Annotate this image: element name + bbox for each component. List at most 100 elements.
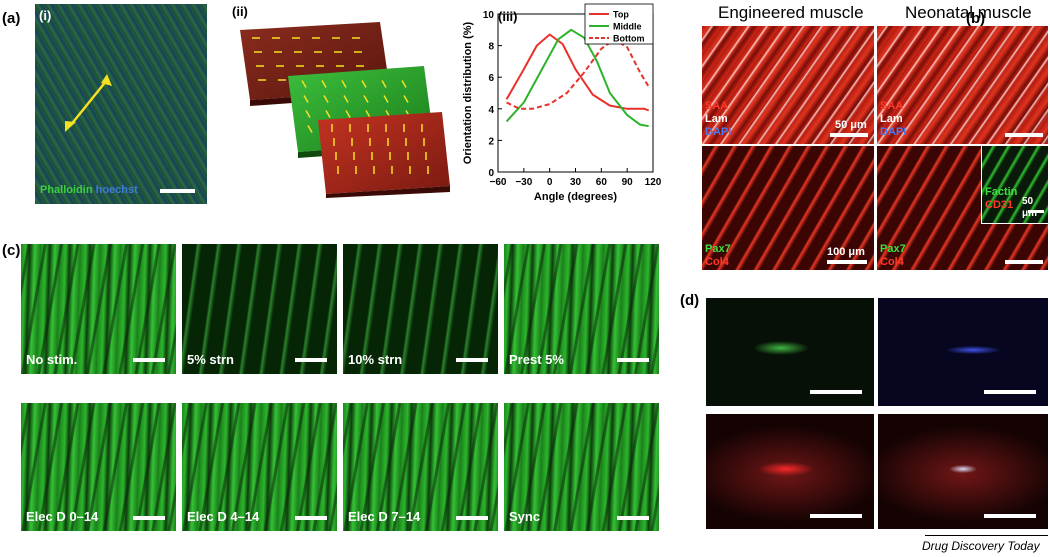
x-tick-label: 90 [622, 177, 634, 188]
label-saa: SAA [880, 100, 904, 112]
legend-entry: Bottom [613, 34, 645, 44]
orientation-dash [383, 95, 389, 103]
condition-label: Prest 5% [509, 352, 564, 367]
x-axis-label: Angle (degrees) [534, 191, 617, 203]
phalloidin-label: Phalloidin [40, 184, 93, 196]
label-pax7: Pax7 [705, 243, 731, 255]
scale-bar [295, 516, 327, 520]
orientation-dash [307, 125, 313, 133]
panel-label-c: (c) [2, 242, 21, 259]
subpanel-label-i: (i) [39, 8, 52, 23]
header-engineered: Engineered muscle [718, 3, 864, 22]
engineered-saa-micrograph: SAA Lam DAPI 50 μm [702, 26, 874, 144]
micrograph-elec-d4-14: Elec D 4–14 [182, 403, 337, 531]
legend-box [584, 3, 654, 45]
orientation-dash [323, 95, 329, 103]
orientation-dash [341, 80, 347, 88]
subpanel-label-ii: (ii) [232, 4, 248, 19]
label-saa: SAA [705, 100, 729, 112]
scale-bar [160, 189, 195, 193]
condition-label: Sync [509, 509, 541, 524]
y-tick-label: 10 [483, 10, 495, 21]
orientation-dash [365, 110, 371, 118]
footer-rule [925, 535, 1048, 536]
orientation-dash [361, 80, 367, 88]
micrograph-elec-d0-14: Elec D 0–14 [21, 403, 176, 531]
scale-bar [456, 358, 488, 362]
orientation-dash [325, 110, 331, 118]
x-tick-label: 30 [570, 177, 582, 188]
scale-bar [617, 516, 649, 520]
subpanel-label-iii: (iii) [498, 9, 518, 24]
orientation-chart: (iii) −60 −30 0 30 60 90 120 0 2 4 6 8 10 Angle (degr… [462, 3, 662, 203]
label-col4: Col4 [705, 256, 729, 268]
panel-label-a: (a) [2, 10, 21, 27]
scale-bar [295, 358, 327, 362]
y-tick-label: 0 [488, 168, 494, 179]
condition-label: 10% strn [348, 352, 403, 367]
micrograph-blue-signal [878, 298, 1048, 406]
micrograph-10pct-strain: 10% strn [343, 244, 498, 374]
x-tick-label: −30 [515, 177, 532, 188]
factin-inset: Factin CD31 50 μm [981, 146, 1048, 224]
condition-label: Elec D 0–14 [26, 509, 99, 524]
condition-label: Elec D 7–14 [348, 509, 421, 524]
scale-bar [1028, 210, 1044, 213]
legend-entry: Middle [613, 22, 642, 32]
scale-bar [133, 358, 165, 362]
panel-label-b: (b) [966, 10, 986, 27]
micrograph-no-stim: No stim. [21, 244, 176, 374]
x-tick-label: −60 [490, 177, 507, 188]
x-tick-label: 120 [645, 177, 662, 188]
orientation-dash [345, 110, 351, 118]
scale-bar [456, 516, 488, 520]
scale-bar [810, 390, 862, 394]
micrograph-sync: Sync [504, 403, 659, 531]
orientation-dash [381, 80, 387, 88]
scale-bar [1005, 260, 1043, 264]
scale-label-bottom: 100 μm [827, 246, 865, 258]
label-col4: Col4 [880, 256, 904, 268]
orientation-dash [301, 80, 307, 88]
bottom-layer [318, 112, 450, 198]
x-tick-label: 0 [547, 177, 553, 188]
micrograph-elec-d7-14: Elec D 7–14 [343, 403, 498, 531]
y-tick-label: 8 [488, 42, 494, 53]
alignment-arrow [65, 74, 112, 132]
neonatal-saa-micrograph: SAA Lam DAPI [877, 26, 1048, 144]
series-line-middle [505, 28, 649, 128]
condition-label: Elec D 4–14 [187, 509, 260, 524]
stacked-layer-diagram [240, 22, 450, 198]
scale-bar [830, 133, 868, 137]
orientation-dash [401, 80, 407, 88]
scale-bar [827, 260, 867, 264]
scale-label-top: 50 μm [835, 119, 867, 131]
neonatal-pax7-micrograph: Pax7 Col4 Factin CD31 50 μm [877, 146, 1048, 270]
scale-bar [984, 390, 1036, 394]
y-tick-label: 2 [488, 136, 494, 147]
scale-bar [133, 516, 165, 520]
micrograph-5pct-strain: 5% strn [182, 244, 337, 374]
label-lam: Lam [880, 113, 903, 125]
hoechst-label: hoechst [95, 184, 138, 196]
label-cd31: CD31 [985, 199, 1014, 211]
orientation-dash [303, 95, 309, 103]
x-tick-label: 60 [596, 177, 608, 188]
label-pax7: Pax7 [880, 243, 906, 255]
micrograph-green-signal [706, 298, 874, 406]
micrograph-merged-signal [878, 414, 1048, 529]
inset-scale-label: 50 μm [1022, 196, 1038, 219]
series-line-bottom [506, 38, 650, 110]
micrograph-red-signal [706, 414, 874, 529]
label-factin: Factin [985, 186, 1018, 198]
label-dapi: DAPI [880, 126, 907, 138]
engineered-pax7-micrograph: Pax7 Col4 100 μm [702, 146, 874, 270]
orientation-dash [343, 95, 349, 103]
phalloidin-micrograph: (i) Phalloidin hoechst [35, 4, 207, 204]
condition-label: 5% strn [187, 352, 234, 367]
panel-label-d: (d) [680, 292, 700, 309]
series-line-top [505, 33, 650, 112]
y-tick-label: 4 [488, 105, 494, 116]
y-axis-label: Orientation distribution (%) [462, 21, 474, 164]
condition-label: No stim. [26, 352, 78, 367]
